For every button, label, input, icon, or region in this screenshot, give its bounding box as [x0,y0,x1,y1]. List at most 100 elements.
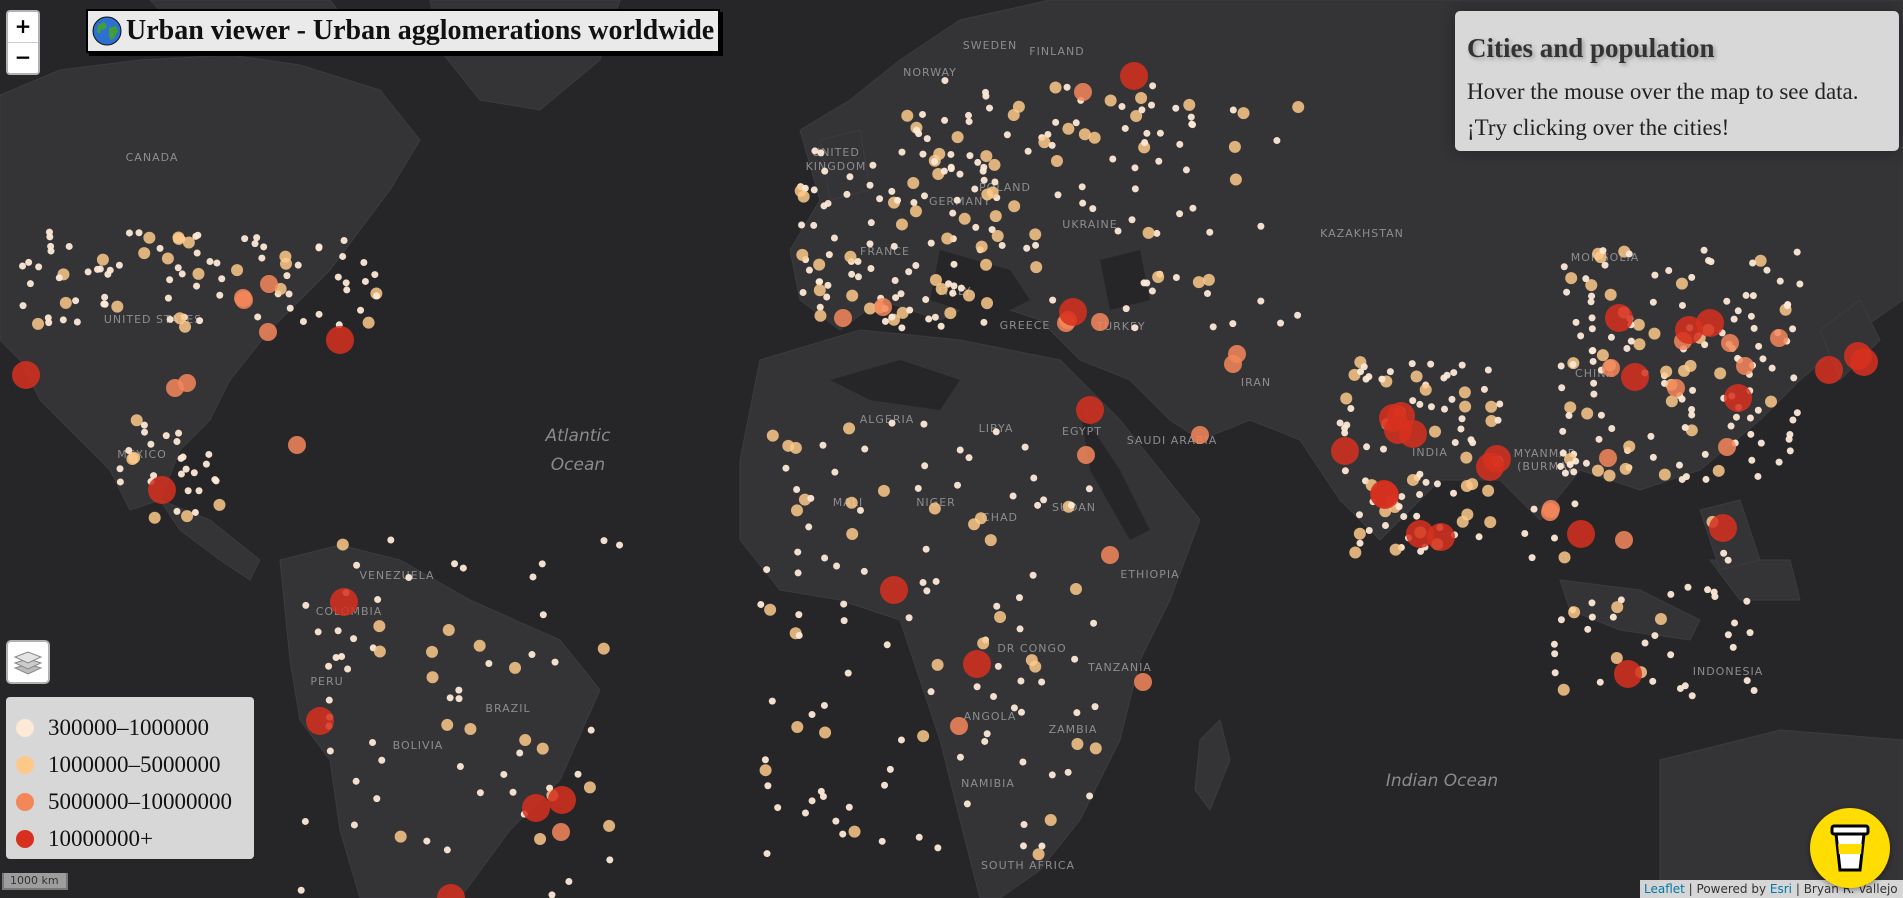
city-marker[interactable] [898,148,906,156]
city-marker[interactable] [1565,272,1578,285]
city-marker[interactable] [378,756,386,764]
city-marker[interactable] [1743,677,1751,685]
city-marker[interactable] [831,468,839,476]
city-marker[interactable] [205,450,213,458]
city-marker[interactable] [925,315,933,323]
city-marker[interactable] [1024,147,1032,155]
city-marker[interactable] [1038,842,1046,850]
city-marker[interactable] [1429,425,1442,438]
city-marker[interactable] [1651,632,1659,640]
city-marker[interactable] [1689,386,1697,394]
city-marker[interactable] [1381,522,1389,530]
city-marker[interactable] [915,833,923,841]
city-marker[interactable] [1064,768,1072,776]
city-marker[interactable] [509,788,517,796]
city-marker[interactable] [1131,324,1139,332]
city-marker[interactable] [218,275,226,283]
city-marker[interactable] [1067,501,1075,509]
city-marker[interactable] [1588,314,1596,322]
city-marker[interactable] [1085,485,1093,493]
city-marker[interactable] [878,837,886,845]
city-marker[interactable] [1010,704,1018,712]
city-marker[interactable] [1585,279,1598,292]
city-marker[interactable] [1413,512,1421,520]
city-marker[interactable] [1704,256,1712,264]
city-marker[interactable] [1192,276,1205,289]
city-marker[interactable] [844,250,857,263]
city-marker[interactable] [1654,613,1667,626]
city-marker[interactable] [1148,101,1156,109]
city-marker[interactable] [184,487,192,495]
city-marker[interactable] [816,303,824,311]
city-marker[interactable] [536,742,549,755]
city-marker[interactable] [1131,185,1139,193]
city-marker[interactable] [1365,527,1373,535]
city-marker[interactable] [1467,436,1475,444]
city-marker[interactable] [1754,406,1762,414]
city-marker[interactable] [253,234,261,242]
city-marker[interactable] [864,302,877,315]
city-marker[interactable] [128,451,141,464]
city-marker[interactable] [1409,397,1417,405]
city-marker[interactable] [574,770,582,778]
city-marker[interactable] [46,233,54,241]
city-marker[interactable] [1073,709,1081,717]
city-marker[interactable] [1667,651,1675,659]
city-marker[interactable] [231,264,244,277]
city-marker[interactable] [1759,355,1767,363]
city-marker[interactable] [1789,325,1797,333]
city-marker[interactable] [888,187,896,195]
city-marker[interactable] [1746,629,1754,637]
city-marker[interactable] [892,294,900,302]
city-marker[interactable] [1458,415,1466,423]
city-marker[interactable] [1724,631,1732,639]
city-marker[interactable] [19,302,27,310]
city-marker[interactable] [423,837,431,845]
city-marker[interactable] [1448,395,1456,403]
city-marker[interactable] [764,782,772,790]
city-marker[interactable] [476,789,484,797]
city-marker[interactable] [101,293,109,301]
city-marker[interactable] [795,611,803,619]
city-marker[interactable] [1675,461,1683,469]
city-marker[interactable] [202,460,210,468]
city-marker[interactable] [1347,404,1355,412]
city-marker[interactable] [980,150,993,163]
city-marker[interactable] [991,230,1004,243]
city-marker[interactable] [1551,669,1559,677]
city-marker[interactable] [1365,373,1373,381]
city-marker[interactable] [294,261,302,269]
city-marker[interactable] [464,723,477,736]
city-marker[interactable] [1441,405,1449,413]
city-marker[interactable] [138,247,151,260]
city-marker[interactable] [998,241,1006,249]
city-marker[interactable] [1398,493,1406,501]
city-marker[interactable] [1023,244,1031,252]
city-marker[interactable] [1188,120,1196,128]
city-marker[interactable] [1589,347,1597,355]
city-marker[interactable] [1257,297,1265,305]
city-marker[interactable] [1678,301,1686,309]
city-marker[interactable] [1395,503,1403,511]
city-marker[interactable] [897,290,905,298]
city-marker[interactable] [1389,543,1402,556]
city-marker[interactable] [1204,290,1212,298]
city-marker[interactable] [1688,411,1696,419]
city-marker[interactable] [150,472,158,480]
city-marker[interactable] [1101,546,1119,564]
city-marker[interactable] [1109,155,1117,163]
city-marker[interactable] [1748,456,1756,464]
city-marker[interactable] [988,226,996,234]
city-marker[interactable] [1357,368,1365,376]
city-marker[interactable] [1331,437,1359,465]
city-marker[interactable] [1040,496,1048,504]
city-marker[interactable] [794,548,802,556]
city-marker[interactable] [928,502,941,515]
leaflet-link[interactable]: Leaflet [1644,882,1685,896]
city-marker[interactable] [1743,597,1751,605]
city-marker[interactable] [1570,468,1578,476]
city-marker[interactable] [965,454,973,462]
city-marker[interactable] [1059,298,1087,326]
city-marker[interactable] [326,747,334,755]
city-marker[interactable] [796,248,809,261]
